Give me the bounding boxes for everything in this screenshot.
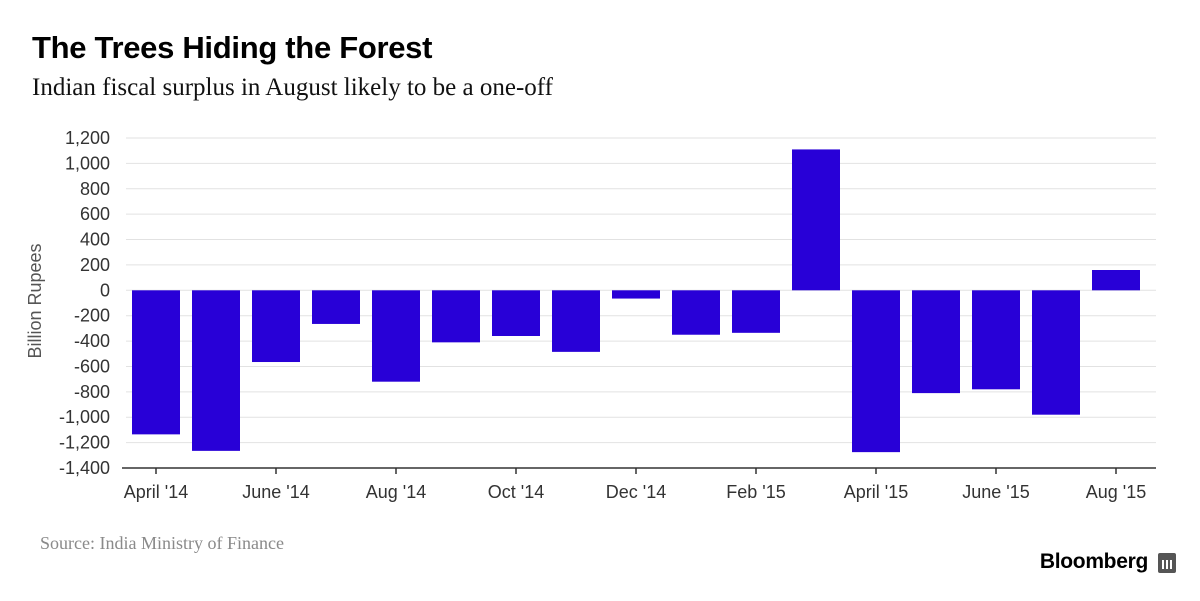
- bar: [252, 290, 300, 363]
- bar: [612, 290, 660, 299]
- y-axis-label: Billion Rupees: [25, 243, 45, 358]
- y-tick-label: -200: [74, 306, 110, 326]
- y-tick-label: 800: [80, 179, 110, 199]
- bar: [672, 290, 720, 335]
- y-tick-label: 1,000: [65, 153, 110, 173]
- y-tick-label: 200: [80, 255, 110, 275]
- x-tick-label: June '15: [962, 482, 1030, 502]
- bar: [852, 290, 900, 453]
- y-tick-label: 0: [100, 280, 110, 300]
- bar: [1032, 290, 1080, 415]
- x-tick-label: April '15: [844, 482, 908, 502]
- y-tick-label: -600: [74, 356, 110, 376]
- bar: [132, 290, 180, 435]
- bar: [972, 290, 1020, 390]
- source-note: Source: India Ministry of Finance: [40, 533, 284, 553]
- x-tick-label: Feb '15: [726, 482, 785, 502]
- bar: [192, 290, 240, 451]
- chart-subtitle: Indian fiscal surplus in August likely t…: [32, 74, 553, 101]
- axes: [122, 467, 1156, 474]
- bar: [732, 290, 780, 333]
- x-tick-label: Aug '15: [1086, 482, 1147, 502]
- bar: [492, 290, 540, 336]
- bar: [432, 290, 480, 343]
- brand-logo-text: Bloomberg: [1039, 550, 1148, 573]
- tick-labels: 1,200 1,000 800 600 400 200 0 -200 -400 -600 -800 -…: [25, 128, 1146, 502]
- x-tick-label: April '14: [124, 482, 188, 502]
- bar: [912, 290, 960, 394]
- y-tick-label: 400: [80, 230, 110, 250]
- bar: [312, 290, 360, 324]
- bloomberg-chart-icon: [1158, 553, 1176, 573]
- y-tick-label: 600: [80, 204, 110, 224]
- x-tick-label: Aug '14: [366, 482, 427, 502]
- y-tick-label: -800: [74, 382, 110, 402]
- bar: [1092, 270, 1140, 291]
- chart-title: The Trees Hiding the Forest: [32, 30, 433, 65]
- y-tick-label: -1,000: [59, 407, 110, 427]
- x-tick-label: Dec '14: [606, 482, 666, 502]
- bars: [132, 149, 1140, 453]
- y-tick-label: 1,200: [65, 128, 110, 148]
- y-tick-label: -1,400: [59, 458, 110, 478]
- x-tick-label: Oct '14: [488, 482, 544, 502]
- bar: [372, 290, 420, 382]
- bar: [552, 290, 600, 352]
- bar: [792, 149, 840, 291]
- x-tick-label: June '14: [242, 482, 310, 502]
- y-tick-label: -400: [74, 331, 110, 351]
- y-tick-label: -1,200: [59, 433, 110, 453]
